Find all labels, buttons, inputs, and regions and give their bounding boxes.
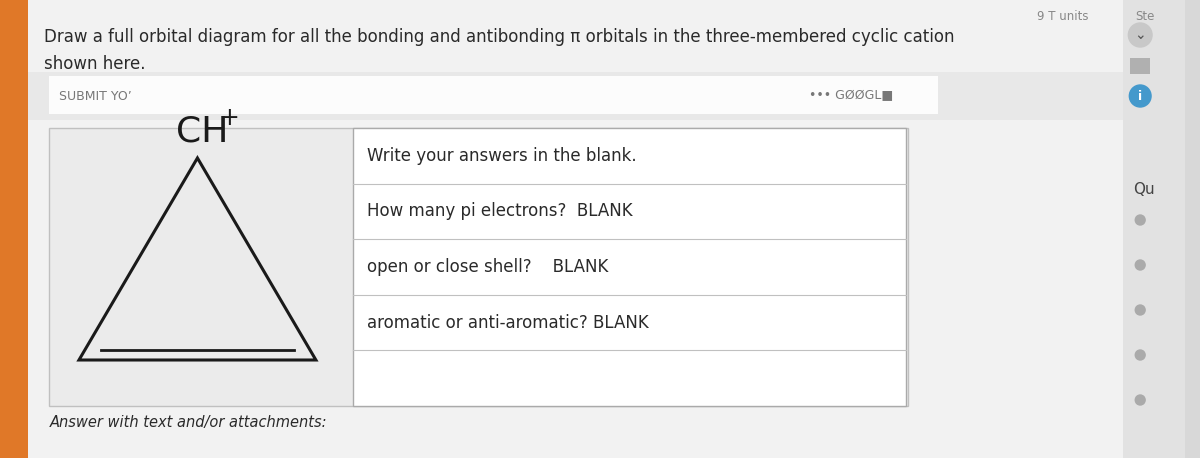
Circle shape <box>1135 305 1145 315</box>
Circle shape <box>1135 395 1145 405</box>
Circle shape <box>1135 350 1145 360</box>
FancyBboxPatch shape <box>1123 0 1184 458</box>
Text: CH: CH <box>175 114 228 148</box>
FancyBboxPatch shape <box>28 0 1123 458</box>
Text: ••• GØØGL■: ••• GØØGL■ <box>810 89 894 103</box>
Text: How many pi electrons?  BLANK: How many pi electrons? BLANK <box>367 202 632 220</box>
Text: 9 T units: 9 T units <box>1037 10 1088 23</box>
Circle shape <box>1135 215 1145 225</box>
Circle shape <box>1128 23 1152 47</box>
FancyBboxPatch shape <box>49 128 908 406</box>
Text: Qu: Qu <box>1133 182 1154 197</box>
FancyBboxPatch shape <box>354 128 906 406</box>
Circle shape <box>1129 85 1151 107</box>
Text: Write your answers in the blank.: Write your answers in the blank. <box>367 147 637 165</box>
Text: +: + <box>220 106 239 130</box>
Text: i: i <box>1138 89 1142 103</box>
Circle shape <box>1135 260 1145 270</box>
Text: Ste: Ste <box>1135 10 1154 23</box>
Text: SUBMIT YO’: SUBMIT YO’ <box>59 89 132 103</box>
Text: Draw a full orbital diagram for all the bonding and antibonding π orbitals in th: Draw a full orbital diagram for all the … <box>44 28 955 46</box>
FancyBboxPatch shape <box>0 0 28 458</box>
FancyBboxPatch shape <box>1130 58 1150 74</box>
Text: shown here.: shown here. <box>44 55 146 73</box>
FancyBboxPatch shape <box>28 72 1123 120</box>
Text: open or close shell?    BLANK: open or close shell? BLANK <box>367 258 608 276</box>
Text: Answer with text and/or attachments:: Answer with text and/or attachments: <box>49 414 326 430</box>
Text: aromatic or anti-aromatic? BLANK: aromatic or anti-aromatic? BLANK <box>367 314 649 332</box>
Text: ⌄: ⌄ <box>1134 28 1146 42</box>
FancyBboxPatch shape <box>49 76 938 114</box>
